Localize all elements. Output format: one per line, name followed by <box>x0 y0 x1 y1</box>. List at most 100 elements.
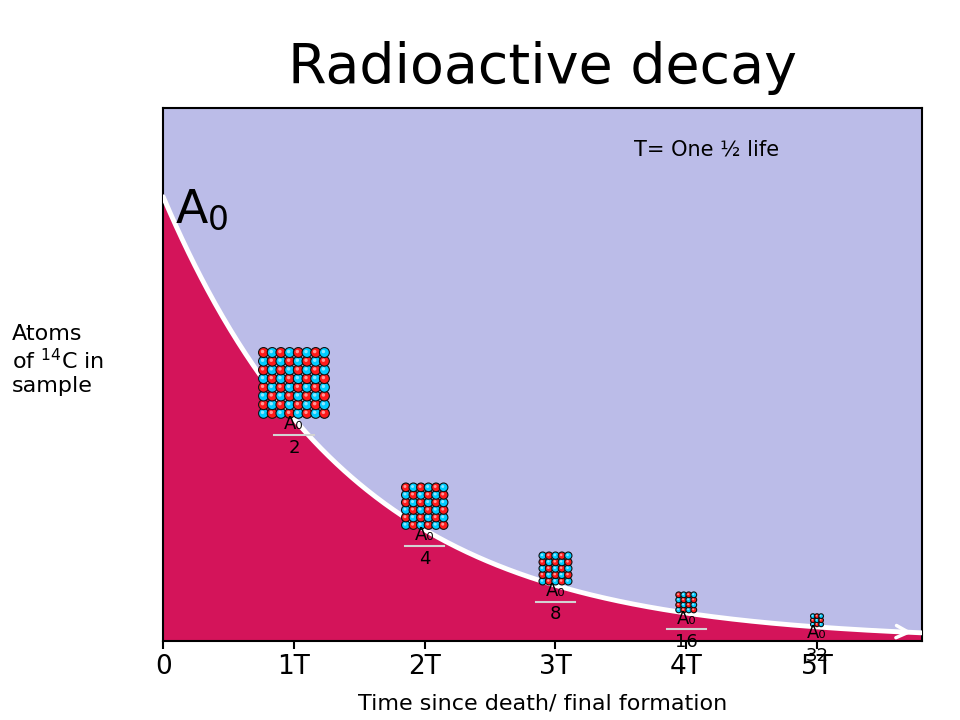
Ellipse shape <box>320 356 329 366</box>
Ellipse shape <box>554 554 556 557</box>
Ellipse shape <box>285 391 295 401</box>
Ellipse shape <box>440 505 448 514</box>
Ellipse shape <box>426 500 429 503</box>
Ellipse shape <box>552 559 559 566</box>
Ellipse shape <box>424 505 433 514</box>
Ellipse shape <box>302 391 312 401</box>
Ellipse shape <box>278 350 281 354</box>
Ellipse shape <box>409 521 418 529</box>
Text: A₀: A₀ <box>677 610 696 628</box>
Text: 2: 2 <box>288 438 300 456</box>
Ellipse shape <box>267 391 277 401</box>
Ellipse shape <box>566 567 569 569</box>
Ellipse shape <box>287 384 290 388</box>
Ellipse shape <box>539 564 546 572</box>
Title: Radioactive decay: Radioactive decay <box>288 41 797 95</box>
Ellipse shape <box>426 515 429 518</box>
Ellipse shape <box>816 623 817 625</box>
Ellipse shape <box>411 508 414 510</box>
Ellipse shape <box>417 521 425 529</box>
Ellipse shape <box>311 391 321 401</box>
Ellipse shape <box>287 359 290 362</box>
Ellipse shape <box>258 408 269 418</box>
Text: A₀: A₀ <box>284 415 303 433</box>
Ellipse shape <box>681 597 686 603</box>
Ellipse shape <box>401 498 410 507</box>
Ellipse shape <box>302 408 312 418</box>
Text: 8: 8 <box>550 606 562 624</box>
Ellipse shape <box>683 603 684 606</box>
Ellipse shape <box>311 400 321 410</box>
Ellipse shape <box>302 382 312 392</box>
Ellipse shape <box>564 559 572 566</box>
Ellipse shape <box>566 573 569 575</box>
Ellipse shape <box>540 560 543 562</box>
Ellipse shape <box>278 384 281 388</box>
Ellipse shape <box>304 376 308 379</box>
Ellipse shape <box>276 348 286 358</box>
Ellipse shape <box>811 619 813 621</box>
Ellipse shape <box>560 573 563 575</box>
Ellipse shape <box>322 359 325 362</box>
Ellipse shape <box>547 580 550 582</box>
Ellipse shape <box>419 523 421 526</box>
Ellipse shape <box>267 374 277 384</box>
Ellipse shape <box>276 374 286 384</box>
Ellipse shape <box>276 382 286 392</box>
Ellipse shape <box>313 350 317 354</box>
Ellipse shape <box>322 410 325 414</box>
Ellipse shape <box>296 367 300 371</box>
Ellipse shape <box>685 607 691 613</box>
Ellipse shape <box>432 490 441 499</box>
Ellipse shape <box>566 560 569 562</box>
Ellipse shape <box>304 402 308 405</box>
Ellipse shape <box>258 374 269 384</box>
Ellipse shape <box>564 577 572 585</box>
Ellipse shape <box>322 376 325 379</box>
Ellipse shape <box>685 592 691 598</box>
Ellipse shape <box>320 382 329 392</box>
Ellipse shape <box>278 359 281 362</box>
Ellipse shape <box>302 374 312 384</box>
Ellipse shape <box>434 492 437 495</box>
Ellipse shape <box>276 365 286 375</box>
Text: A₀: A₀ <box>415 526 435 544</box>
Ellipse shape <box>687 603 689 606</box>
Ellipse shape <box>440 483 448 492</box>
Ellipse shape <box>560 554 563 557</box>
Text: T= One ½ life: T= One ½ life <box>634 139 780 159</box>
Ellipse shape <box>320 374 329 384</box>
Ellipse shape <box>683 598 684 600</box>
Ellipse shape <box>285 408 295 418</box>
Ellipse shape <box>294 374 303 384</box>
Ellipse shape <box>552 552 559 559</box>
Ellipse shape <box>554 573 556 575</box>
Ellipse shape <box>304 410 308 414</box>
Ellipse shape <box>285 348 295 358</box>
Ellipse shape <box>681 592 686 598</box>
Ellipse shape <box>558 564 565 572</box>
Ellipse shape <box>554 580 556 582</box>
Ellipse shape <box>411 515 414 518</box>
Ellipse shape <box>296 384 300 388</box>
Ellipse shape <box>403 515 406 518</box>
Ellipse shape <box>687 593 689 595</box>
Ellipse shape <box>261 393 264 397</box>
Ellipse shape <box>691 592 697 598</box>
Ellipse shape <box>311 348 321 358</box>
Ellipse shape <box>692 608 694 611</box>
Ellipse shape <box>545 552 553 559</box>
Ellipse shape <box>304 359 308 362</box>
Ellipse shape <box>313 376 317 379</box>
Ellipse shape <box>322 367 325 371</box>
Ellipse shape <box>440 513 448 522</box>
Ellipse shape <box>820 623 822 625</box>
Ellipse shape <box>554 567 556 569</box>
Ellipse shape <box>419 508 421 510</box>
Ellipse shape <box>419 492 421 495</box>
Ellipse shape <box>296 359 300 362</box>
Ellipse shape <box>552 564 559 572</box>
Ellipse shape <box>442 523 444 526</box>
Ellipse shape <box>815 618 819 623</box>
Ellipse shape <box>261 359 264 362</box>
